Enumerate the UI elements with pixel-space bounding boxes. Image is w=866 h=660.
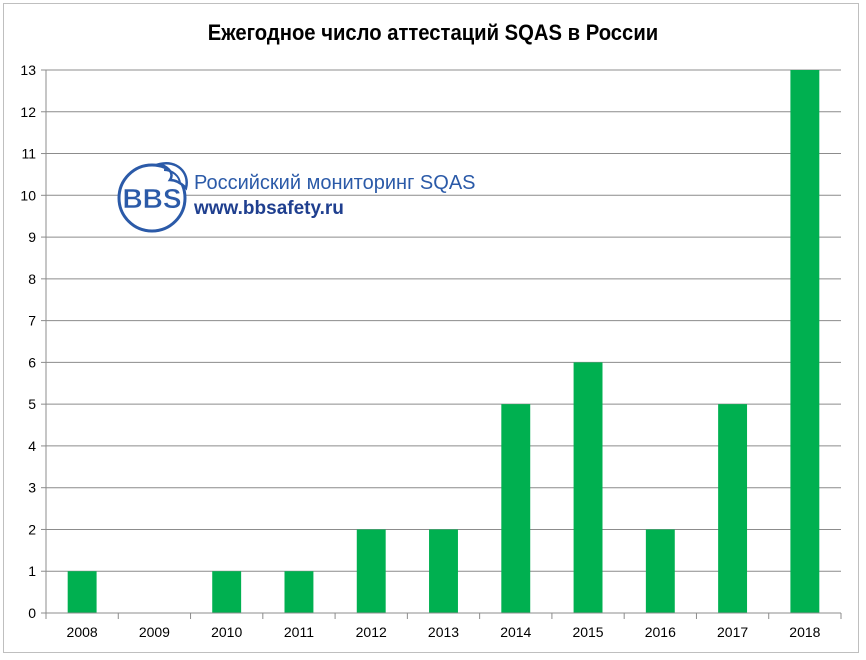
x-tick-label: 2008 (67, 624, 98, 640)
y-tick-label: 12 (20, 104, 36, 120)
x-tick-label: 2016 (645, 624, 676, 640)
x-tick-label: 2017 (717, 624, 748, 640)
bar-2013 (429, 529, 458, 613)
x-tick-label: 2013 (428, 624, 459, 640)
y-tick-label: 2 (28, 521, 36, 537)
y-tick-label: 0 (28, 605, 36, 621)
bbs-watermark: BBS Российский мониторинг SQAS www.bbsaf… (116, 158, 516, 238)
x-tick-label: 2012 (356, 624, 387, 640)
axes (45, 70, 841, 614)
bar-2015 (573, 362, 603, 613)
y-tick-label: 3 (28, 480, 36, 496)
grid-lines (41, 69, 841, 614)
bar-2008 (67, 571, 97, 613)
y-tick-label: 13 (20, 62, 36, 78)
y-tick-label: 6 (28, 354, 36, 370)
y-tick-label: 1 (28, 563, 36, 579)
y-tick-label: 11 (21, 146, 36, 162)
y-tick-label: 10 (20, 187, 36, 203)
bar-2011 (284, 571, 314, 613)
bar-2017 (718, 404, 748, 613)
y-tick-label: 8 (28, 271, 36, 287)
x-tick-label: 2010 (211, 624, 242, 640)
bar-2012 (356, 529, 386, 613)
bbs-logo-icon: BBS (117, 161, 188, 233)
y-tick-label: 4 (28, 438, 36, 454)
bar-2016 (645, 529, 675, 613)
watermark-line1: Российский мониторинг SQAS (194, 172, 476, 194)
bar-2010 (212, 571, 242, 613)
y-tick-label: 7 (28, 313, 36, 329)
x-tick-labels: 2008 2009 2010 2011 2012 2013 2014 2015 2016 2017… (45, 613, 842, 640)
y-tick-label: 5 (28, 396, 36, 412)
x-tick-label: 2011 (284, 624, 314, 640)
bar-series (67, 70, 820, 613)
x-tick-label: 2018 (789, 624, 820, 640)
bar-2018 (790, 70, 820, 613)
chart-title: Ежегодное число аттестаций SQAS в России (207, 20, 659, 45)
logo-text: BBS (122, 183, 181, 214)
x-tick-label: 2015 (572, 624, 603, 640)
bar-2014 (501, 404, 531, 613)
watermark-url: www.bbsafety.ru (194, 198, 344, 219)
x-tick-label: 2009 (139, 624, 170, 640)
y-tick-label: 9 (28, 229, 36, 245)
x-tick-label: 2014 (500, 624, 531, 640)
